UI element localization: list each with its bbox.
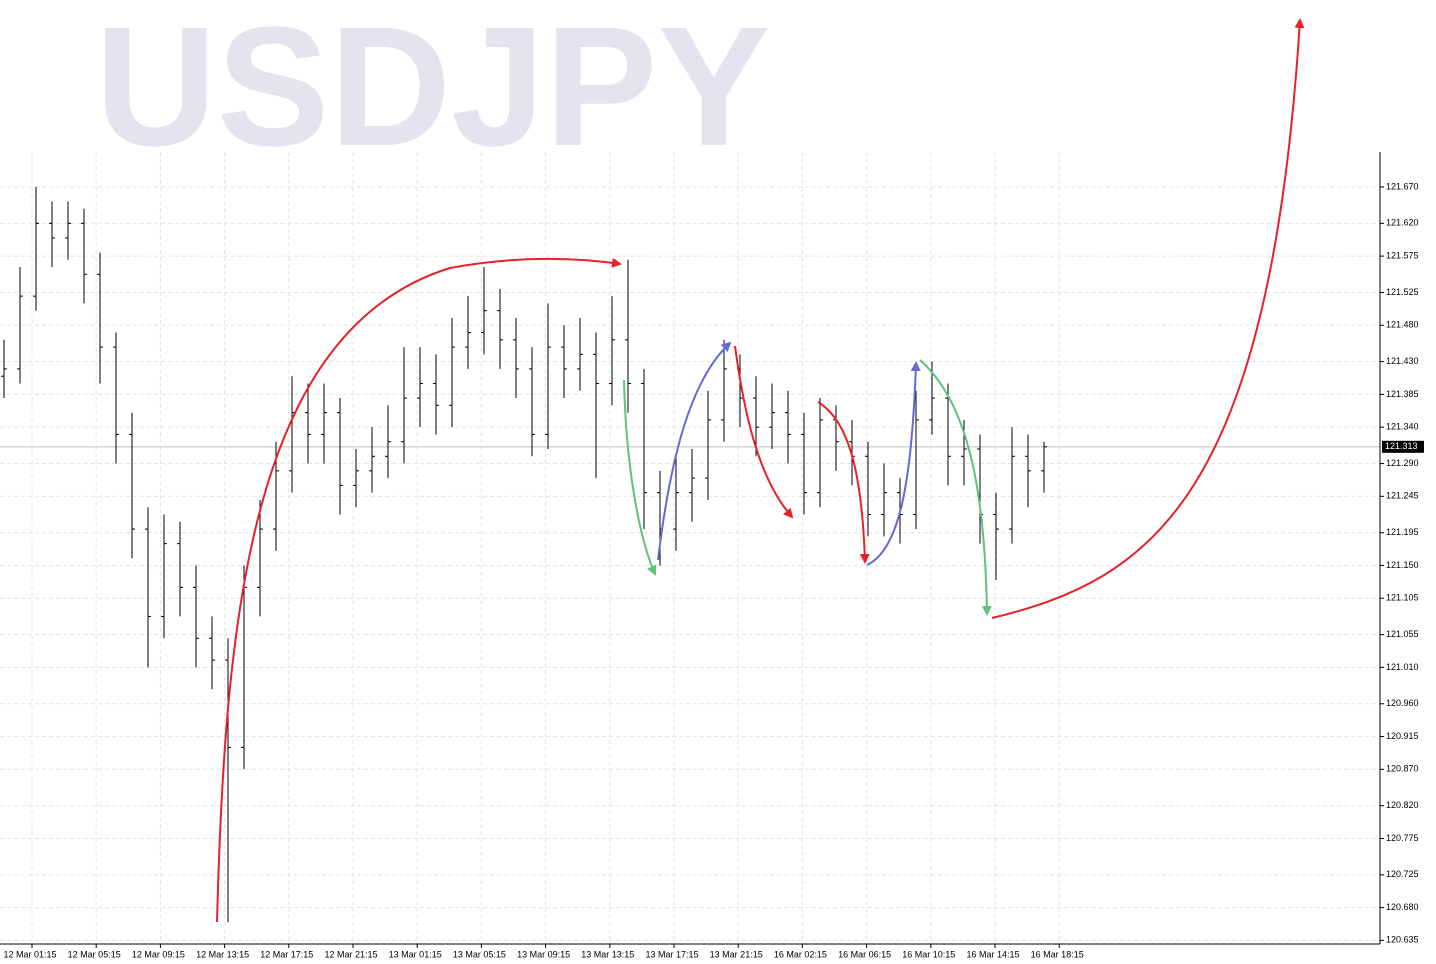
y-tick-label: 120.775 <box>1386 833 1419 843</box>
x-tick-label: 16 Mar 06:15 <box>838 949 891 959</box>
y-tick-label: 121.245 <box>1386 491 1419 501</box>
y-tick-label: 120.915 <box>1386 731 1419 741</box>
y-tick-label: 121.195 <box>1386 527 1419 537</box>
y-tick-label: 121.480 <box>1386 320 1419 330</box>
watermark-title: USDJPY <box>95 0 770 182</box>
y-tick-label: 120.635 <box>1386 935 1419 945</box>
y-tick-label: 121.385 <box>1386 389 1419 399</box>
x-tick-label: 16 Mar 02:15 <box>774 949 827 959</box>
y-tick-label: 121.430 <box>1386 356 1419 366</box>
x-tick-label: 16 Mar 18:15 <box>1031 949 1084 959</box>
x-tick-label: 12 Mar 17:15 <box>260 949 313 959</box>
x-tick-label: 13 Mar 05:15 <box>453 949 506 959</box>
y-tick-label: 121.150 <box>1386 560 1419 570</box>
y-tick-label: 121.055 <box>1386 629 1419 639</box>
arrow <box>216 257 622 923</box>
x-tick-label: 16 Mar 14:15 <box>966 949 1019 959</box>
last-price-label: 121.313 <box>1385 441 1418 451</box>
y-tick-label: 121.105 <box>1386 593 1419 603</box>
x-tick-label: 13 Mar 17:15 <box>645 949 698 959</box>
y-tick-label: 121.340 <box>1386 422 1419 432</box>
y-tick-label: 121.010 <box>1386 662 1419 672</box>
x-tick-label: 13 Mar 13:15 <box>581 949 634 959</box>
y-tick-label: 120.820 <box>1386 800 1419 810</box>
y-tick-label: 121.290 <box>1386 458 1419 468</box>
x-tick-label: 12 Mar 05:15 <box>68 949 121 959</box>
y-tick-label: 121.620 <box>1386 218 1419 228</box>
x-tick-label: 12 Mar 01:15 <box>3 949 56 959</box>
arrow <box>623 379 657 576</box>
x-tick-label: 13 Mar 21:15 <box>710 949 763 959</box>
arrow <box>734 345 794 519</box>
annotation-arrows <box>216 18 1305 923</box>
arrow <box>919 359 992 616</box>
y-tick-label: 121.525 <box>1386 287 1419 297</box>
y-tick-label: 121.575 <box>1386 250 1419 260</box>
y-tick-label: 120.870 <box>1386 764 1419 774</box>
x-tick-label: 13 Mar 09:15 <box>517 949 570 959</box>
arrow <box>866 361 921 566</box>
y-tick-label: 120.960 <box>1386 698 1419 708</box>
arrow <box>991 18 1305 619</box>
y-tick-label: 120.680 <box>1386 902 1419 912</box>
x-tick-label: 12 Mar 21:15 <box>324 949 377 959</box>
arrow <box>657 341 732 561</box>
last-price-box <box>1382 440 1424 453</box>
x-tick-label: 12 Mar 09:15 <box>132 949 185 959</box>
x-tick-label: 13 Mar 01:15 <box>389 949 442 959</box>
y-tick-label: 120.725 <box>1386 869 1419 879</box>
x-tick-label: 12 Mar 13:15 <box>196 949 249 959</box>
arrow <box>817 401 870 564</box>
x-tick-label: 16 Mar 10:15 <box>902 949 955 959</box>
y-tick-label: 121.670 <box>1386 181 1419 191</box>
